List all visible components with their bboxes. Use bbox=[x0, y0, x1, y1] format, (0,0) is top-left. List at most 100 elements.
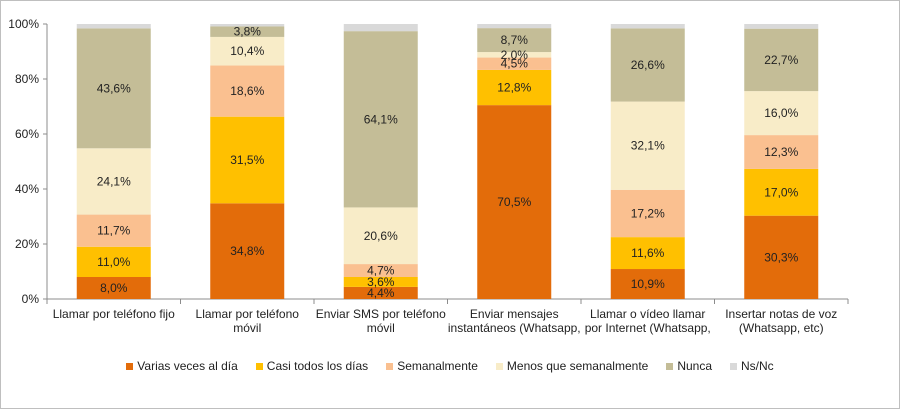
legend-label: Nunca bbox=[677, 359, 713, 373]
data-label: 8,0% bbox=[100, 281, 128, 295]
legend-swatch bbox=[126, 362, 134, 370]
data-label: 31,5% bbox=[230, 153, 264, 167]
bar-segment bbox=[610, 24, 685, 29]
data-label: 2,0% bbox=[501, 48, 529, 62]
data-label: 64,1% bbox=[364, 112, 398, 126]
bar-segment bbox=[477, 105, 552, 299]
data-label: 4,7% bbox=[367, 264, 395, 278]
data-labels: 8,0% 11,0% 11,7% 24,1% 43,6% 34,8% 31,5% 18,6% 1… bbox=[97, 25, 799, 300]
legend-item: Menos que semanalmente bbox=[495, 359, 649, 373]
legend-item: Ns/Nc bbox=[730, 359, 774, 373]
data-label: 32,1% bbox=[631, 139, 665, 153]
bar-segment bbox=[343, 286, 418, 299]
legend-label: Semanalmente bbox=[397, 359, 478, 373]
y-tick-label: 80% bbox=[15, 72, 39, 86]
y-tick-label: 0% bbox=[22, 292, 40, 306]
bar-segment bbox=[210, 36, 285, 66]
data-label: 11,0% bbox=[97, 255, 130, 269]
data-label: 20,6% bbox=[364, 229, 398, 243]
category-label: móvil bbox=[233, 321, 261, 335]
bar-segment bbox=[210, 65, 285, 117]
data-label: 10,9% bbox=[631, 277, 665, 291]
bar-segment bbox=[610, 101, 685, 190]
legend-swatch bbox=[666, 362, 674, 370]
category-label: Insertar notas de voz bbox=[725, 307, 837, 321]
bar-segment bbox=[76, 148, 151, 215]
data-label: 18,6% bbox=[230, 84, 264, 98]
bar-segment bbox=[477, 69, 552, 106]
bar-segment bbox=[744, 135, 819, 169]
data-label: 17,0% bbox=[764, 185, 798, 199]
y-tick-label: 60% bbox=[15, 127, 39, 141]
bar-segment bbox=[343, 264, 418, 277]
bar-segment bbox=[610, 237, 685, 270]
data-label: 11,7% bbox=[97, 224, 130, 238]
data-label: 17,2% bbox=[631, 206, 665, 220]
bar-segment bbox=[76, 214, 151, 247]
bar-segment bbox=[610, 28, 685, 102]
bar-segment bbox=[343, 31, 418, 208]
category-labels: Llamar por teléfono fijo Llamar por teléf… bbox=[53, 307, 838, 335]
bar-segment bbox=[477, 52, 552, 58]
bar-segment bbox=[210, 24, 285, 27]
y-tick-label: 100% bbox=[8, 17, 39, 31]
legend-swatch bbox=[386, 362, 394, 370]
bar-segment bbox=[210, 116, 285, 204]
data-label: 8,7% bbox=[501, 33, 529, 47]
bar-segment bbox=[210, 203, 285, 299]
data-label: 24,1% bbox=[97, 174, 131, 188]
data-label: 12,3% bbox=[764, 145, 798, 159]
category-label: Enviar mensajes bbox=[470, 307, 559, 321]
axes: 0% 20% 40% 60% 80% 100% bbox=[8, 17, 849, 306]
y-tick-label: 20% bbox=[15, 237, 39, 251]
category-label: por Internet (Whatsapp, bbox=[585, 321, 711, 335]
category-label: Enviar SMS por teléfono bbox=[316, 307, 446, 321]
category-label: (Whatsapp, etc) bbox=[739, 321, 824, 335]
data-label: 34,8% bbox=[230, 244, 264, 258]
legend-item: Semanalmente bbox=[386, 359, 478, 373]
legend-swatch bbox=[495, 362, 503, 370]
data-label: 4,4% bbox=[367, 286, 395, 300]
category-label: Llamar por teléfono bbox=[196, 307, 300, 321]
data-label: 16,0% bbox=[764, 106, 798, 120]
data-label: 26,6% bbox=[631, 58, 665, 72]
bar-segment bbox=[477, 28, 552, 53]
bar-segment bbox=[477, 57, 552, 70]
legend-label: Menos que semanalmente bbox=[506, 359, 649, 373]
bar-segment bbox=[76, 24, 151, 29]
data-label: 4,5% bbox=[501, 57, 529, 71]
bar-segment bbox=[76, 246, 151, 277]
category-label: instantáneos (Whatsapp, bbox=[448, 321, 581, 335]
legend-label: Casi todos los días bbox=[266, 359, 369, 373]
bar-segment bbox=[343, 277, 418, 287]
bar-segment bbox=[744, 168, 819, 216]
legend-swatch bbox=[730, 362, 738, 370]
data-label: 11,6% bbox=[631, 246, 664, 260]
legend-label: Ns/Nc bbox=[741, 359, 774, 373]
bar-segment bbox=[744, 91, 819, 136]
bar-segment bbox=[477, 24, 552, 29]
category-label: móvil bbox=[367, 321, 395, 335]
legend: Varias veces al día Casi todos los días Se… bbox=[0, 356, 900, 376]
data-label: 70,5% bbox=[497, 195, 531, 209]
bar-segment bbox=[744, 28, 819, 92]
legend-swatch bbox=[255, 362, 263, 370]
bars bbox=[76, 24, 819, 299]
bar-segment bbox=[343, 207, 418, 265]
category-label: Llamar por teléfono fijo bbox=[53, 307, 175, 321]
category-label: Llamar o vídeo llamar bbox=[590, 307, 705, 321]
bar-segment bbox=[610, 189, 685, 238]
data-label: 22,7% bbox=[764, 53, 798, 67]
data-label: 3,6% bbox=[367, 275, 395, 289]
legend-item: Casi todos los días bbox=[255, 359, 369, 373]
data-label: 10,4% bbox=[230, 44, 264, 58]
legend-item: Varias veces al día bbox=[126, 359, 238, 373]
data-label: 12,8% bbox=[497, 81, 531, 95]
data-label: 3,8% bbox=[234, 25, 262, 39]
data-label: 43,6% bbox=[97, 81, 131, 95]
bar-segment bbox=[210, 26, 285, 37]
bar-segment bbox=[744, 24, 819, 29]
bar-segment bbox=[610, 269, 685, 299]
y-tick-label: 40% bbox=[15, 182, 39, 196]
